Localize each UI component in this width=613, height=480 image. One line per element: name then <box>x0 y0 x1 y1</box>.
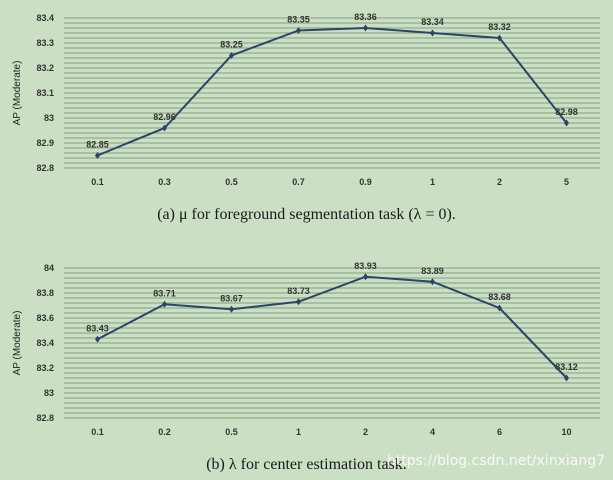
y-tick-label: 83.2 <box>36 363 54 373</box>
y-tick-label: 83.1 <box>36 88 54 98</box>
y-tick-label: 83 <box>44 113 54 123</box>
x-tick-label: 1 <box>430 177 435 187</box>
data-label: 83.89 <box>421 266 444 276</box>
grid-lines <box>64 17 600 169</box>
data-label: 83.35 <box>287 15 310 25</box>
y-tick-label: 84 <box>44 263 54 273</box>
data-label: 82.98 <box>555 107 578 117</box>
data-point <box>162 300 167 308</box>
data-label: 83.93 <box>354 261 377 271</box>
x-tick-label: 0.2 <box>158 427 171 437</box>
caption-b: (b) λ for center estimation task. <box>206 456 407 473</box>
x-tick-label: 0.3 <box>158 177 171 187</box>
data-point <box>229 52 234 59</box>
data-point <box>296 27 301 34</box>
data-label: 83.43 <box>86 323 109 333</box>
data-label: 83.32 <box>488 22 511 32</box>
data-point <box>229 305 234 313</box>
data-label: 82.85 <box>86 140 109 150</box>
x-tick-label: 1 <box>296 427 301 437</box>
data-point <box>296 298 301 306</box>
x-tick-label: 2 <box>363 427 368 437</box>
x-tick-label: 5 <box>564 177 569 187</box>
data-point <box>95 152 100 159</box>
caption-a: (a) μ for foreground segmentation task (… <box>157 206 456 223</box>
x-tick-label: 0.9 <box>359 177 372 187</box>
y-axis-label: AP (Moderate) <box>12 61 23 126</box>
x-tick-label: 0.1 <box>91 427 104 437</box>
data-label: 83.25 <box>220 40 243 50</box>
series-line <box>97 275 568 379</box>
y-axis-label: AP (Moderate) <box>12 311 23 376</box>
data-label: 83.12 <box>555 362 578 372</box>
x-tick-label: 0.5 <box>225 427 238 437</box>
data-point <box>430 29 435 37</box>
data-point <box>497 34 502 42</box>
data-label: 83.67 <box>220 293 243 303</box>
watermark: https://blog.csdn.net/xinxiang7 <box>386 453 605 469</box>
y-tick-label: 83.4 <box>36 13 54 23</box>
data-label: 83.68 <box>488 292 511 302</box>
data-label: 82.96 <box>153 112 176 122</box>
data-point <box>162 124 167 132</box>
data-label: 83.34 <box>421 17 444 27</box>
x-tick-label: 0.1 <box>91 177 104 187</box>
y-tick-label: 83.6 <box>36 313 54 323</box>
y-tick-label: 82.8 <box>36 413 54 423</box>
y-tick-label: 82.8 <box>36 163 54 173</box>
data-point <box>564 374 569 382</box>
x-tick-label: 6 <box>497 427 502 437</box>
grid-lines <box>64 267 600 419</box>
chart-a: 82.8 82.9 83 83.1 83.2 83.3 83.4 0.1 0.3 0.5 0.7 0.… <box>12 12 600 187</box>
y-tick-label: 82.9 <box>36 138 54 148</box>
data-point <box>363 273 368 281</box>
chart-b: 82.8 83 83.2 83.4 83.6 83.8 84 0.1 0.2 0.5 1 2 4 6 10 A… <box>12 261 600 437</box>
series-line <box>97 26 568 157</box>
data-point <box>363 24 368 32</box>
x-tick-label: 0.7 <box>292 177 305 187</box>
data-label: 83.36 <box>354 12 377 22</box>
x-tick-label: 10 <box>561 427 571 437</box>
data-label: 83.71 <box>153 288 176 298</box>
x-tick-label: 2 <box>497 177 502 187</box>
x-tick-label: 4 <box>430 427 435 437</box>
y-tick-label: 83 <box>44 388 54 398</box>
x-tick-label: 0.5 <box>225 177 238 187</box>
y-tick-label: 83.8 <box>36 288 54 298</box>
data-point <box>95 335 100 343</box>
y-tick-label: 83.4 <box>36 338 54 348</box>
data-point <box>497 304 502 312</box>
data-point <box>430 278 435 286</box>
y-tick-label: 83.2 <box>36 63 54 73</box>
data-point <box>564 119 569 127</box>
y-tick-label: 83.3 <box>36 38 54 48</box>
data-label: 83.73 <box>287 286 310 296</box>
